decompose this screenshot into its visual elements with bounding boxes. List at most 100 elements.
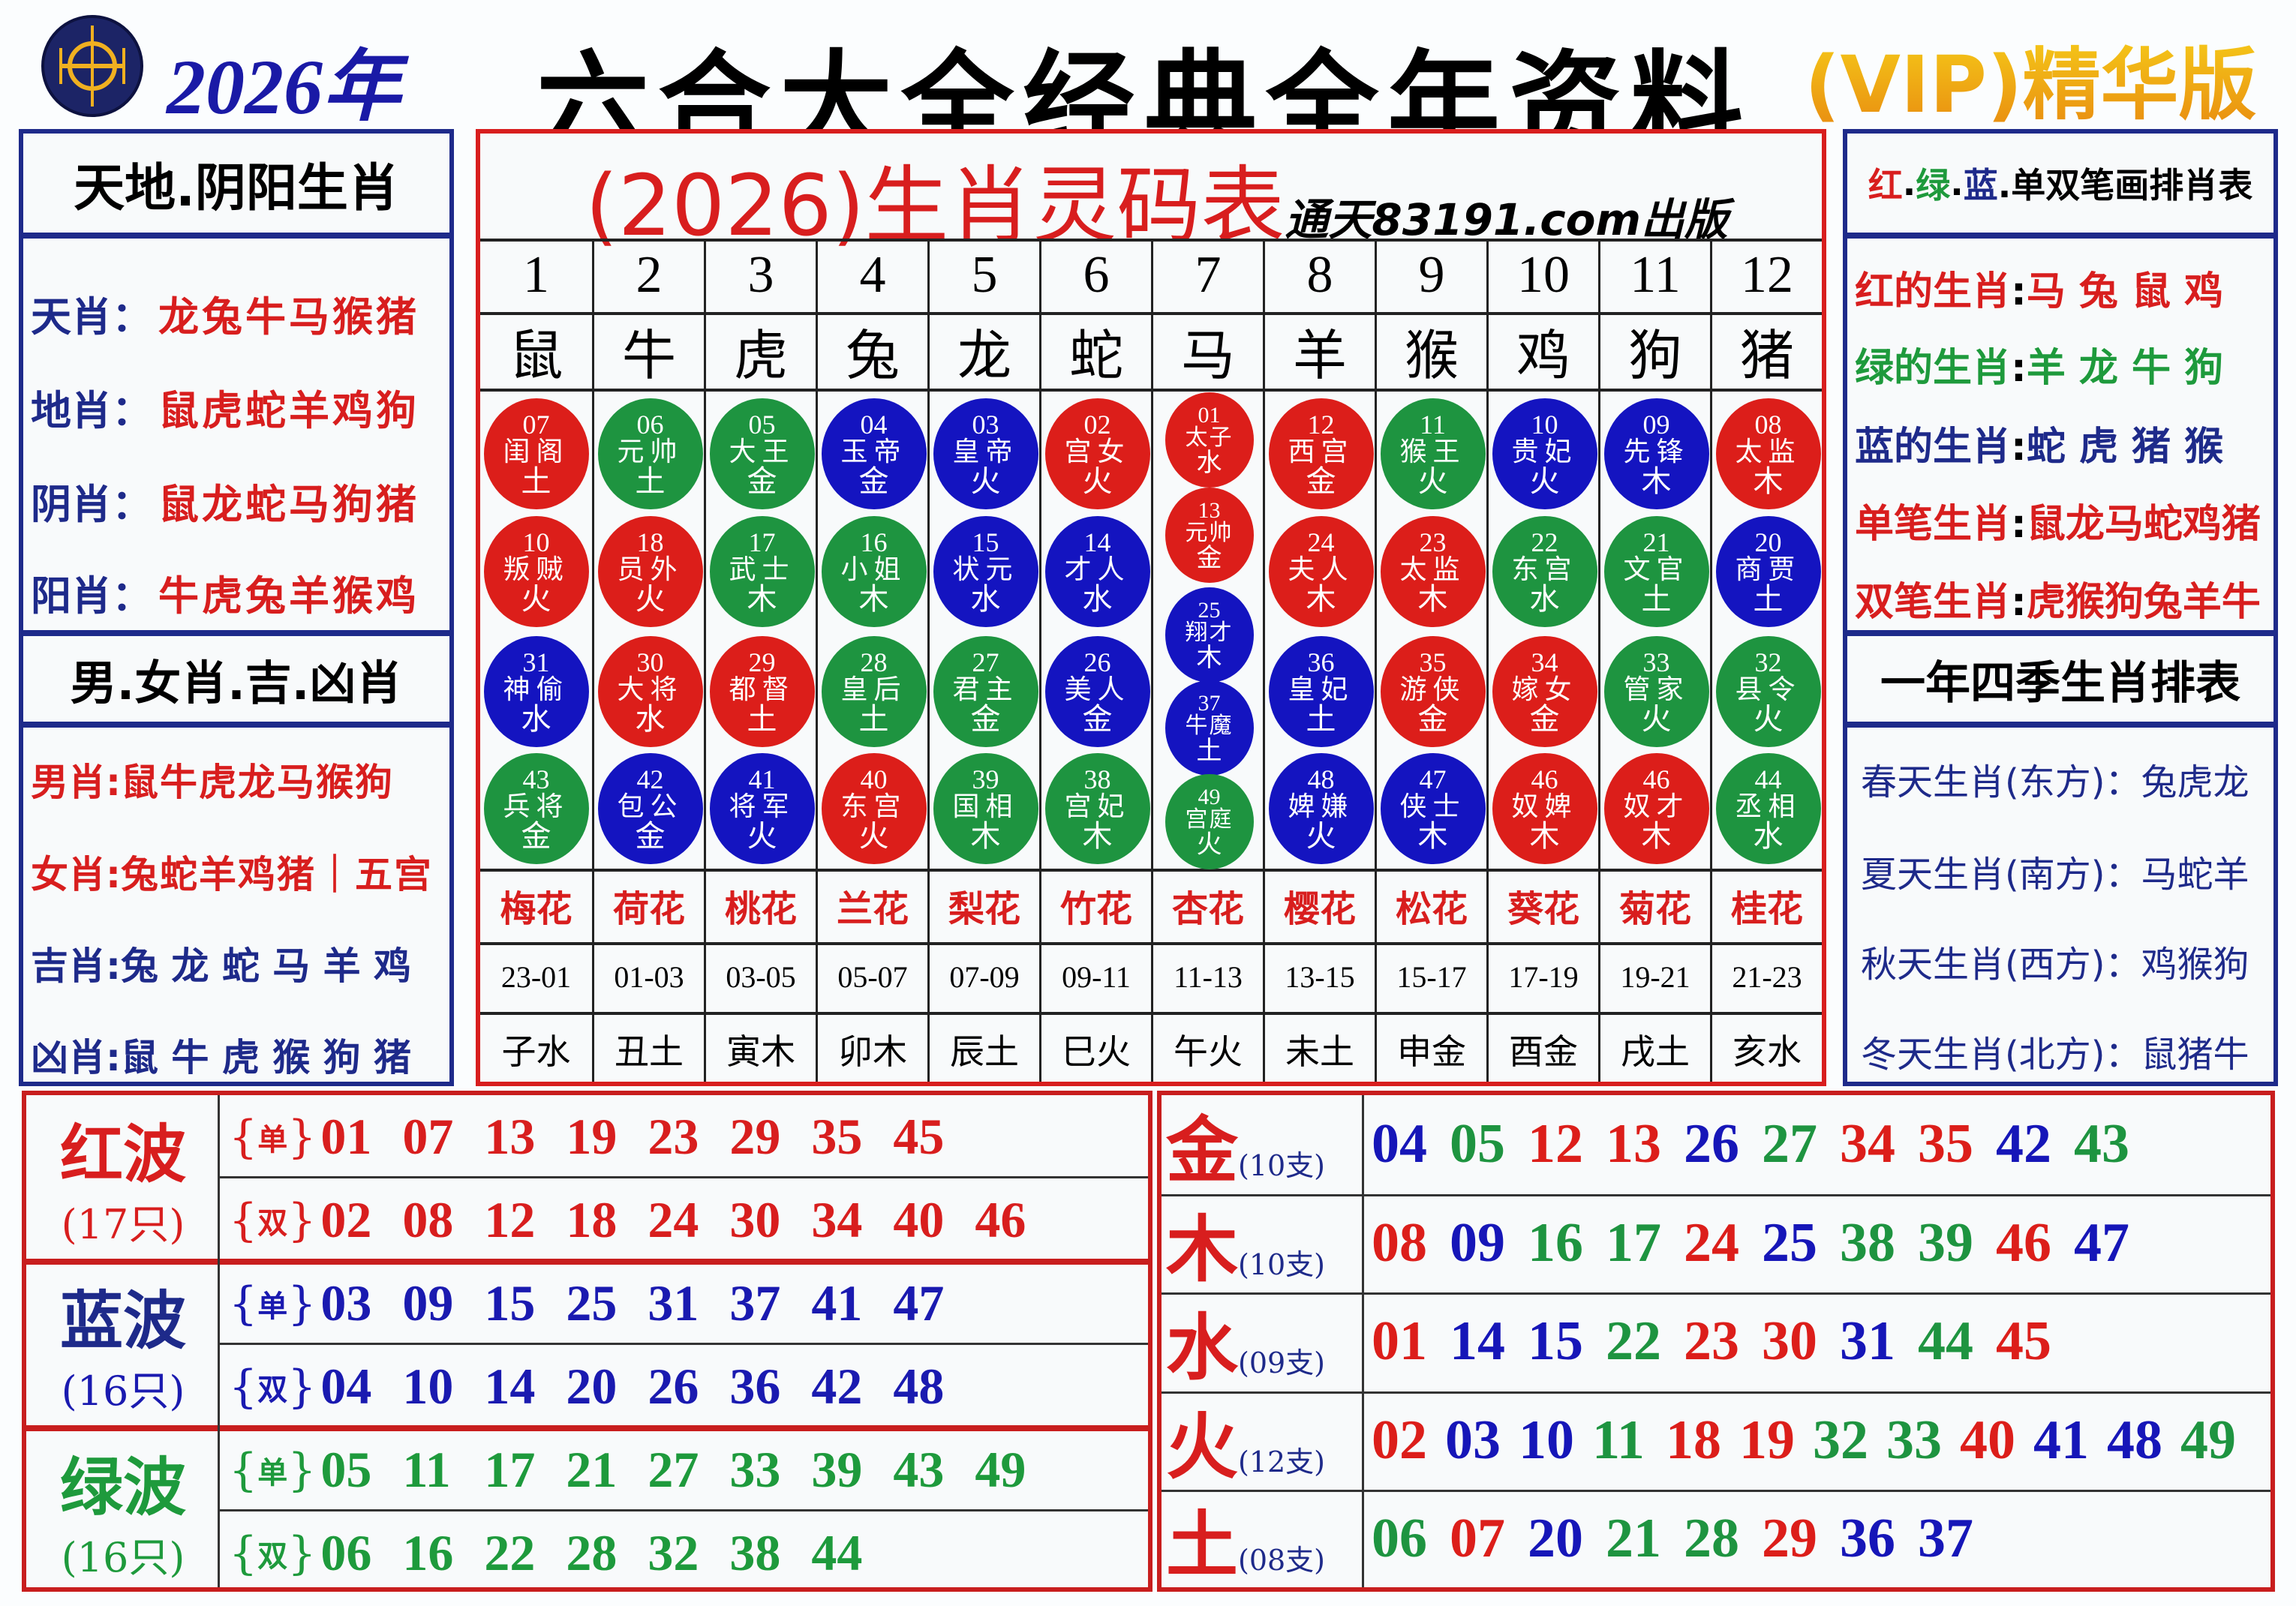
ball-number: 07 — [522, 410, 550, 440]
season-row: 春天生肖(东方)：兔虎龙 — [1861, 752, 2249, 805]
ball-number: 09 — [1642, 410, 1670, 440]
wave-number: 39 — [811, 1441, 863, 1498]
element-number: 05 — [1450, 1113, 1505, 1175]
number-ball: 35 游侠金 — [1380, 636, 1486, 748]
ball-element: 金 — [635, 818, 666, 854]
element-number: 17 — [1606, 1211, 1661, 1274]
element-number: 01 — [1372, 1310, 1427, 1372]
ball-title: 君主 — [952, 674, 1019, 705]
number-ball: 26 美人金 — [1044, 636, 1150, 748]
ball-title: 国相 — [952, 791, 1019, 822]
ball-element: 金 — [747, 464, 777, 499]
time-range: 03-05 — [726, 960, 796, 994]
wave-number: 40 — [893, 1191, 945, 1248]
ball-title: 武士 — [729, 554, 795, 585]
flower-name: 兰花 — [836, 888, 909, 930]
ball-title: 皇后 — [840, 674, 907, 705]
element-name: 金 — [1166, 1109, 1238, 1193]
wave-number: 46 — [975, 1191, 1026, 1248]
element-number: 42 — [1996, 1113, 2051, 1175]
wave-name: 绿波 — [59, 1451, 186, 1524]
yinyang-row: 阳肖： 牛虎兔羊猴鸡 — [31, 563, 419, 622]
ball-number: 33 — [1642, 647, 1670, 678]
heading-part: . — [1902, 163, 1916, 203]
row-value: 马 兔 鼠 鸡 — [2026, 269, 2224, 314]
wave-number: 09 — [402, 1274, 454, 1331]
element-label: 金 (10支) — [1166, 1095, 1325, 1193]
time-range: 07-09 — [949, 960, 1020, 994]
logo — [41, 15, 143, 117]
flower-name: 竹花 — [1059, 888, 1132, 930]
wave-even-row: {双} 06 16 22 28 32 38 44 — [229, 1511, 893, 1595]
row-divider — [1162, 1490, 2270, 1492]
row-value: 马蛇羊 — [2141, 854, 2249, 896]
ball-title: 皇妃 — [1288, 674, 1354, 705]
ball-title: 先锋 — [1623, 436, 1690, 467]
ball-title: 太子 — [1185, 425, 1234, 452]
wave-number: 42 — [811, 1358, 863, 1415]
ball-title: 闺阁 — [503, 436, 569, 467]
column-number: 12 — [1741, 246, 1793, 304]
row-value: 鼠龙马蛇鸡猪 — [2026, 502, 2261, 547]
ball-element: 土 — [858, 701, 889, 737]
number-ball: 13 元帅金 — [1165, 488, 1254, 584]
ball-element: 金 — [1196, 542, 1222, 573]
earthly-branch: 酉金 — [1509, 1031, 1578, 1072]
ball-title: 都督 — [729, 674, 795, 705]
logo-emblem-icon — [59, 26, 125, 107]
wave-stroke-row: 蓝的生肖:蛇 虎 猪 猴 — [1855, 415, 2223, 471]
flower-name: 梅花 — [500, 888, 572, 930]
number-ball: 44 丞相水 — [1715, 753, 1821, 865]
wave-number: 07 — [402, 1108, 454, 1165]
element-number: 12 — [1528, 1113, 1583, 1175]
ball-element: 木 — [1753, 464, 1784, 499]
zodiac-column: 1 鼠梅花 23-01 子水 07 闺阁土 10 叛贼火 31 神偷水 43 兵将金 — [480, 239, 592, 1082]
ball-title: 文官 — [1623, 554, 1690, 585]
ball-title: 美人 — [1064, 674, 1131, 705]
ball-title: 县令 — [1735, 674, 1802, 705]
ball-title: 玉帝 — [840, 436, 907, 467]
wave-number: 02 — [320, 1191, 372, 1248]
element-name: 土 — [1166, 1503, 1238, 1587]
ball-element: 火 — [1196, 829, 1222, 860]
zodiac-name: 马 — [1180, 323, 1235, 387]
gender-luck-row: 男肖:鼠牛虎龙马猴狗 — [31, 752, 394, 806]
ball-number: 36 — [1307, 647, 1335, 678]
ball-element: 木 — [747, 581, 777, 617]
ball-element: 金 — [521, 818, 551, 854]
ball-element: 土 — [747, 701, 777, 737]
wave-odd-row: {单} 01 07 13 19 23 29 35 45 — [229, 1095, 975, 1178]
element-number: 02 — [1372, 1409, 1427, 1471]
wave-number: 27 — [648, 1441, 699, 1498]
ball-number: 37 — [1198, 690, 1221, 716]
ball-element: 木 — [1641, 464, 1672, 499]
element-number: 45 — [1996, 1310, 2051, 1372]
row-divider — [220, 1176, 1148, 1178]
wave-count: (17只) — [61, 1201, 185, 1248]
number-ball: 16 小姐木 — [821, 516, 927, 628]
wave-number: 41 — [811, 1274, 863, 1331]
yinyang-row: 阴肖： 鼠龙蛇马狗猪 — [31, 471, 419, 530]
ball-number: 15 — [972, 527, 999, 558]
ball-title: 小姐 — [840, 554, 907, 585]
ball-number: 13 — [1198, 497, 1221, 523]
flower-name: 桃花 — [724, 888, 797, 930]
ball-number: 22 — [1531, 527, 1558, 558]
zodiac-column: 11 狗菊花 19-21 戌土 09 先锋木 21 文官土 33 管家火 46 奴才木 — [1598, 239, 1710, 1082]
element-number: 46 — [1996, 1211, 2051, 1274]
element-number: 32 — [1813, 1409, 1868, 1471]
element-label: 木 (10支) — [1166, 1194, 1325, 1292]
zodiac-column: 12 猪桂花 21-23 亥水 08 太监木 20 商贾土 32 县令火 44 丞相水 — [1710, 239, 1822, 1082]
number-ball: 10 贵妃火 — [1492, 398, 1597, 510]
wave-number: 24 — [648, 1191, 699, 1248]
ball-element: 水 — [1529, 581, 1560, 617]
wave-number: 34 — [811, 1191, 863, 1248]
element-name: 火 — [1166, 1404, 1238, 1489]
wave-odd-row: {单} 03 09 15 25 31 37 41 47 — [229, 1262, 975, 1345]
element-count: (10支) — [1238, 1247, 1326, 1281]
element-number: 41 — [2033, 1409, 2089, 1471]
element-number: 20 — [1528, 1508, 1583, 1569]
ball-element: 火 — [1641, 701, 1672, 737]
row-label: 凶肖: — [31, 1036, 121, 1079]
element-number: 33 — [1886, 1409, 1942, 1471]
